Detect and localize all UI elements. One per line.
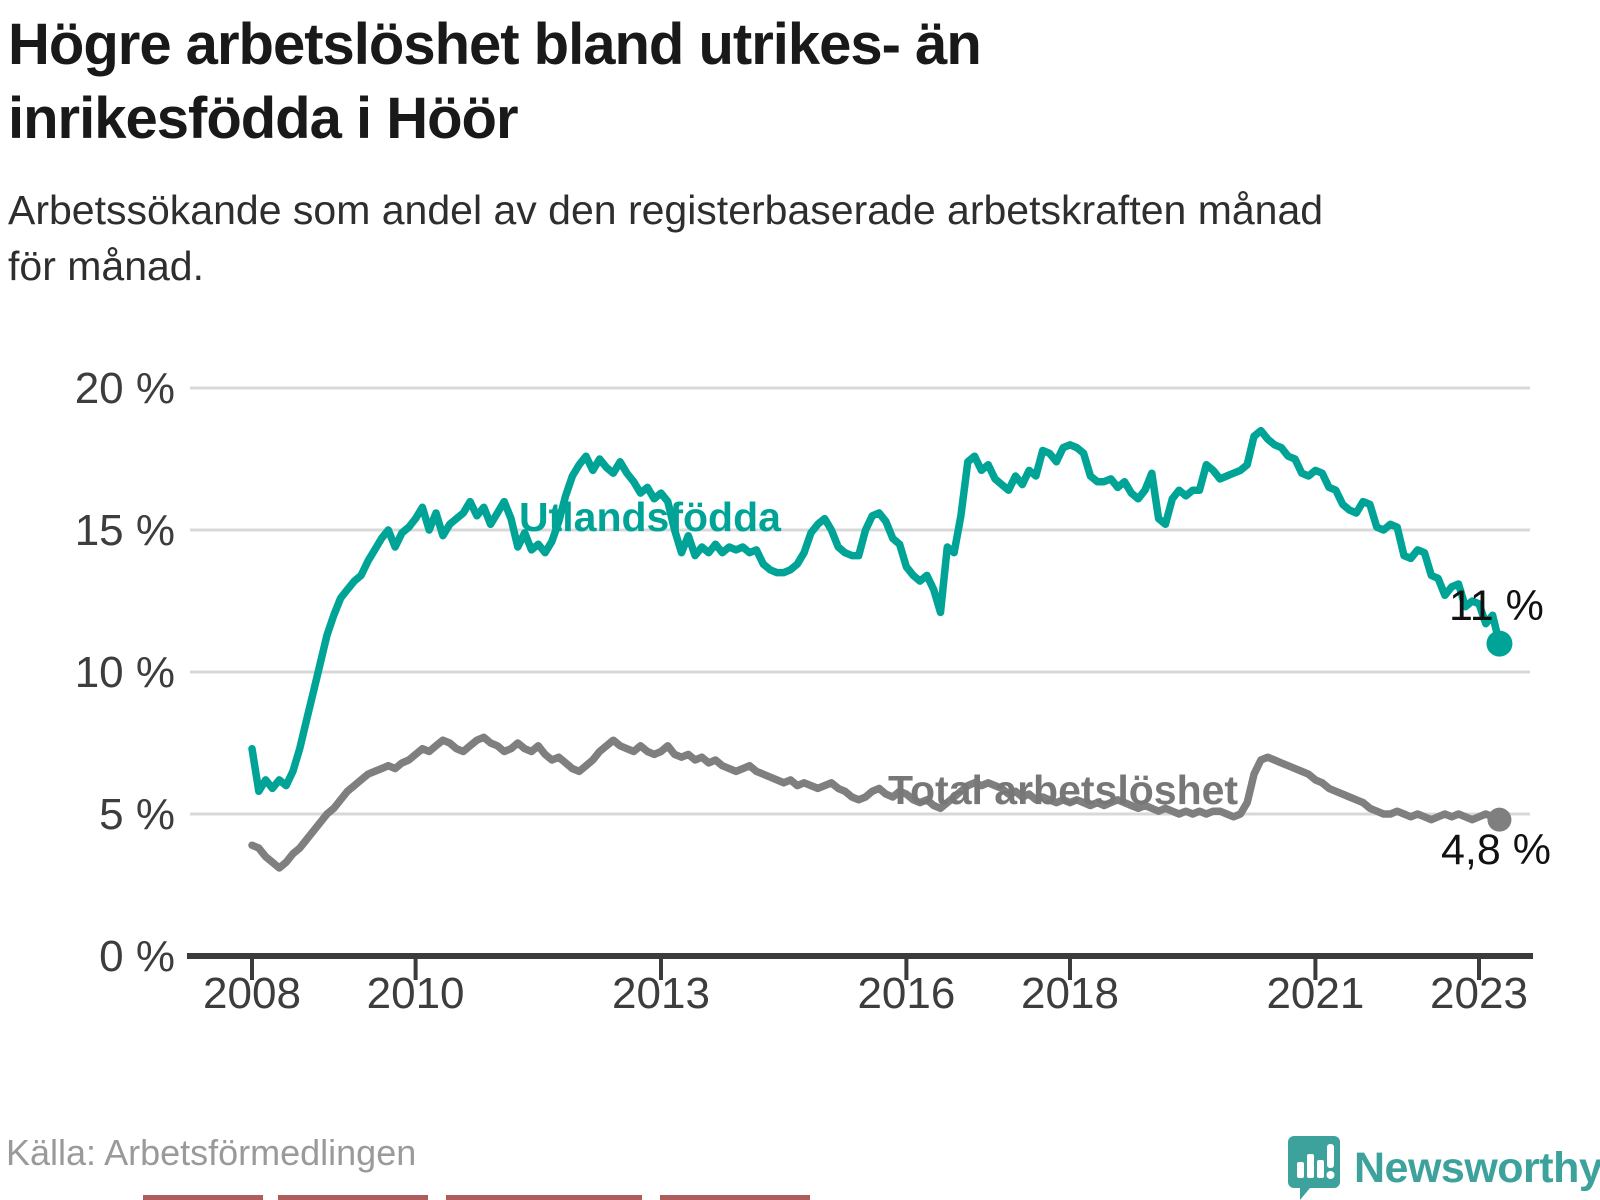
- y-tick-label-10: 10 %: [75, 648, 175, 697]
- cropped-bottom-fragment-2: [446, 1195, 642, 1200]
- source-note: Källa: Arbetsförmedlingen: [6, 1132, 417, 1173]
- y-tick-label-5: 5 %: [99, 790, 175, 839]
- x-tick-label-2013: 2013: [612, 969, 710, 1018]
- series-label-total: Total arbetslöshet: [888, 767, 1238, 813]
- y-tick-label-0: 0 %: [99, 932, 175, 981]
- y-tick-label-15: 15 %: [75, 506, 175, 555]
- chart-subtitle: Arbetssökande som andel av den registerb…: [8, 187, 1324, 289]
- series-end-dot-total: [1487, 807, 1512, 832]
- newsworthy-logo: Newsworthy: [1288, 1136, 1600, 1200]
- x-tick-label-2010: 2010: [367, 969, 465, 1018]
- end-value-label-total: 4,8 %: [1441, 826, 1551, 874]
- series-end-dot-utlandsfodda: [1486, 630, 1513, 657]
- x-tick-label-2018: 2018: [1021, 969, 1119, 1018]
- cropped-bottom-fragment-3: [660, 1195, 810, 1200]
- series-line-total: [248, 733, 1504, 872]
- y-tick-label-20: 20 %: [75, 364, 175, 413]
- cropped-bottom-fragment-0: [143, 1195, 263, 1200]
- end-value-label-utlandsfodda: 11 %: [1449, 582, 1544, 630]
- x-tick-label-2008: 2008: [203, 969, 301, 1018]
- cropped-bottom-fragment-1: [278, 1195, 428, 1200]
- newsworthy-logo-text: Newsworthy: [1354, 1143, 1600, 1192]
- newsworthy-logo-icon: [1288, 1136, 1340, 1200]
- series-line-utlandsfodda: [248, 426, 1504, 796]
- x-tick-label-2021: 2021: [1266, 969, 1364, 1018]
- page-title: Högre arbetslöshet bland utrikes- än inr…: [8, 12, 982, 151]
- x-tick-label-2023: 2023: [1430, 969, 1528, 1018]
- x-tick-label-2016: 2016: [857, 969, 955, 1018]
